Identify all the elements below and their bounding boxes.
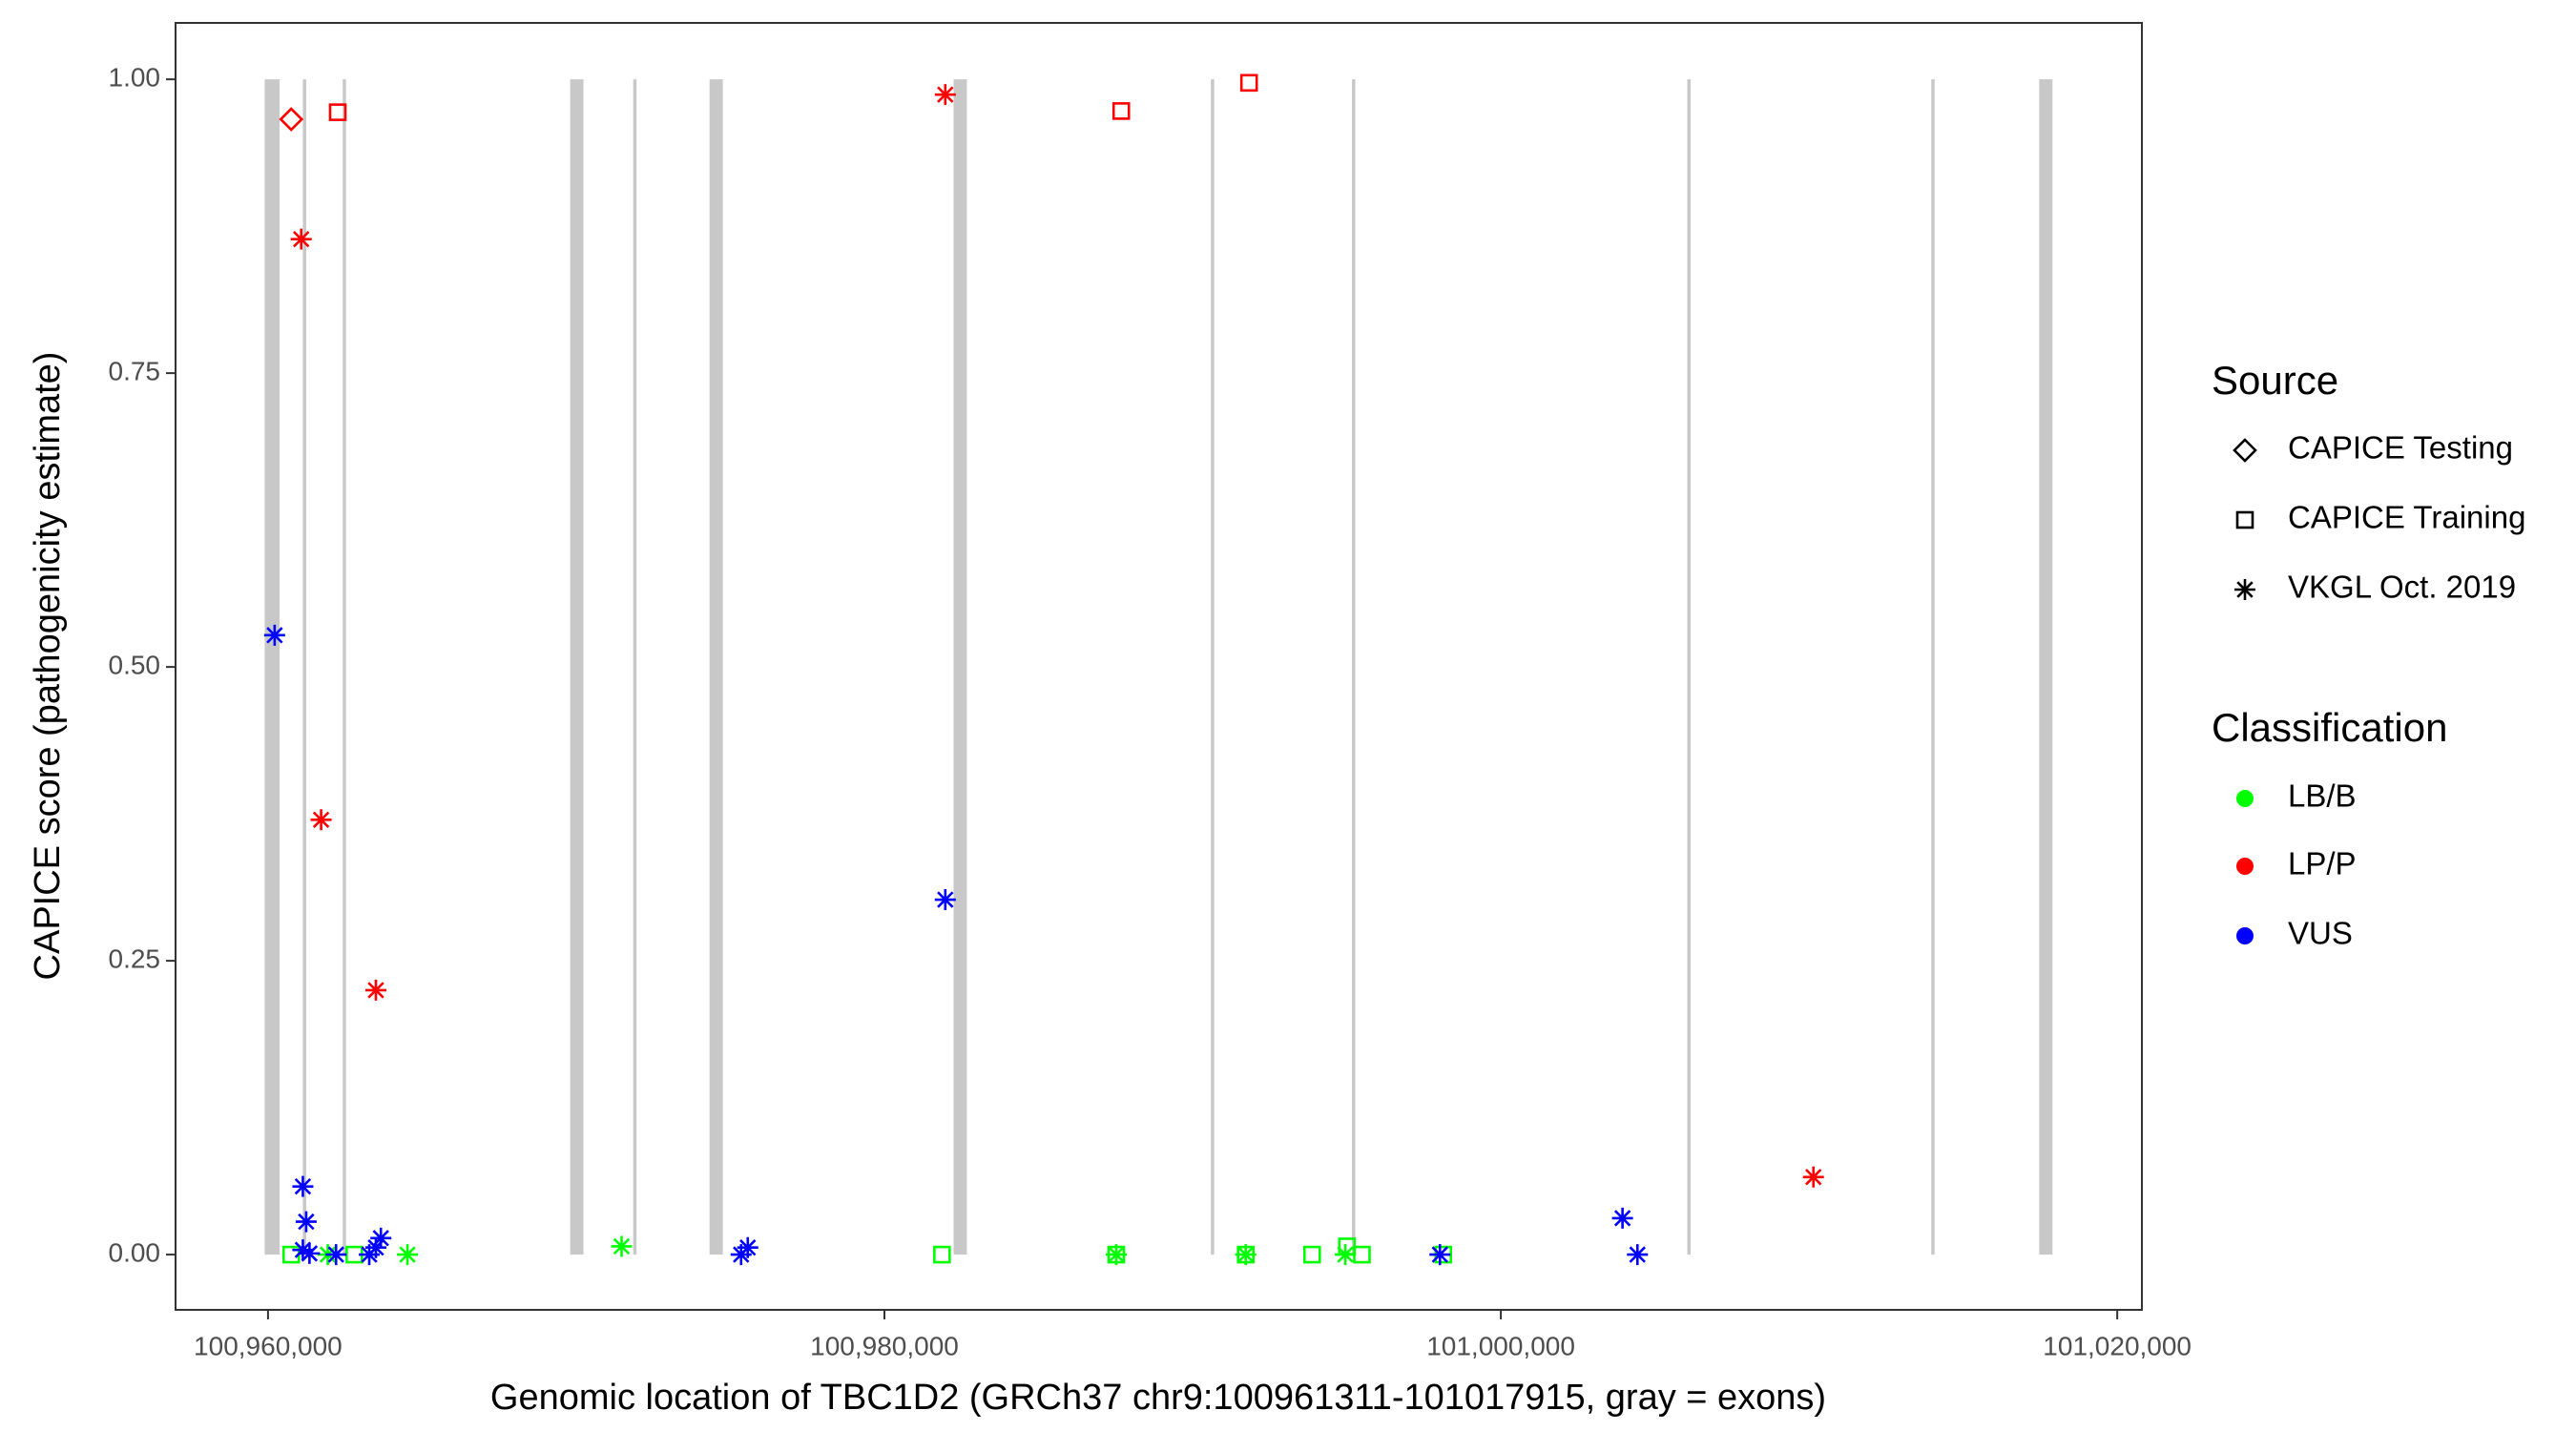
point bbox=[1111, 102, 1131, 120]
point bbox=[263, 624, 285, 646]
point bbox=[737, 1236, 758, 1258]
exon bbox=[953, 79, 967, 1255]
point bbox=[364, 1236, 386, 1258]
point bbox=[934, 889, 956, 911]
legend-label: CAPICE Training bbox=[2288, 500, 2525, 535]
legend-symbol bbox=[2236, 858, 2254, 875]
point bbox=[1239, 73, 1258, 93]
x-tick-label: 100,960,000 bbox=[194, 1331, 343, 1360]
point bbox=[310, 809, 332, 831]
legend-label: LP/P bbox=[2288, 846, 2357, 881]
point bbox=[292, 1175, 314, 1197]
point bbox=[934, 84, 956, 106]
x-axis-title: Genomic location of TBC1D2 (GRCh37 chr9:… bbox=[490, 1378, 1826, 1418]
legend-symbol bbox=[2235, 510, 2254, 529]
point bbox=[1235, 1244, 1257, 1266]
legend-label: LB/B bbox=[2288, 778, 2357, 814]
exon bbox=[302, 79, 306, 1255]
legend-label: CAPICE Testing bbox=[2288, 430, 2513, 466]
point bbox=[279, 107, 304, 132]
x-tick-label: 101,020,000 bbox=[2043, 1331, 2192, 1360]
legend-symbol bbox=[2236, 927, 2254, 944]
point bbox=[292, 1239, 314, 1261]
point bbox=[1302, 1245, 1321, 1264]
point bbox=[370, 1227, 392, 1249]
point bbox=[325, 1244, 347, 1266]
y-tick-label: 0.50 bbox=[109, 651, 161, 680]
legend-symbol bbox=[2234, 579, 2255, 600]
point bbox=[1611, 1207, 1633, 1229]
point bbox=[1802, 1166, 1824, 1188]
exon bbox=[264, 79, 280, 1255]
y-tick-label: 0.25 bbox=[109, 944, 161, 973]
point bbox=[364, 979, 386, 1001]
x-tick-label: 101,000,000 bbox=[1426, 1331, 1575, 1360]
y-axis-title: CAPICE score (pathogenicity estimate) bbox=[28, 352, 68, 981]
point bbox=[611, 1235, 633, 1257]
exon bbox=[343, 79, 346, 1255]
point bbox=[328, 103, 347, 121]
point bbox=[933, 1245, 951, 1264]
point bbox=[290, 228, 312, 250]
exon bbox=[1352, 79, 1356, 1255]
x-tick-label: 100,980,000 bbox=[810, 1331, 959, 1360]
exon bbox=[709, 79, 723, 1255]
plot-area bbox=[263, 73, 2053, 1266]
legend-symbol bbox=[2233, 438, 2257, 463]
legend-symbol bbox=[2236, 790, 2254, 807]
point bbox=[295, 1211, 317, 1233]
point bbox=[397, 1244, 419, 1266]
exon bbox=[1687, 79, 1692, 1255]
point bbox=[1335, 1244, 1357, 1266]
exon bbox=[633, 79, 637, 1255]
y-tick-label: 0.00 bbox=[109, 1237, 161, 1267]
y-tick-label: 1.00 bbox=[109, 63, 161, 93]
legend-label: VUS bbox=[2288, 916, 2353, 951]
point bbox=[1105, 1244, 1127, 1266]
exon bbox=[570, 79, 584, 1255]
y-tick-label: 0.75 bbox=[109, 357, 161, 386]
legend-label: VKGL Oct. 2019 bbox=[2288, 570, 2516, 605]
exon bbox=[1211, 79, 1215, 1255]
point bbox=[299, 1242, 321, 1264]
point bbox=[1429, 1244, 1451, 1266]
exon bbox=[2039, 79, 2053, 1255]
legend-title: Source bbox=[2212, 358, 2338, 403]
exon bbox=[1931, 79, 1935, 1255]
legend-title: Classification bbox=[2212, 705, 2447, 750]
point bbox=[1627, 1244, 1649, 1266]
